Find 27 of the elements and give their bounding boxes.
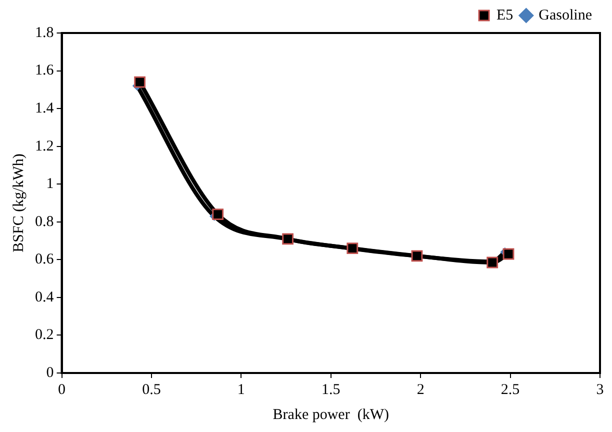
y-tick-label: 0.8 — [35, 214, 54, 230]
y-tick-label: 0.6 — [35, 252, 54, 268]
legend-label: Gasoline — [538, 7, 592, 24]
point — [346, 242, 358, 254]
y-tick-label: 1.4 — [35, 100, 54, 116]
point — [411, 250, 423, 262]
point — [134, 76, 146, 88]
y-tick-label: 1.6 — [35, 62, 54, 79]
y-tick-label: 1 — [46, 176, 54, 192]
x-tick-label: 0.5 — [142, 382, 161, 398]
y-axis-title: BSFC (kg/kWh) — [10, 154, 27, 252]
x-tick-label: 1 — [237, 382, 245, 398]
x-tick-label: 0 — [58, 382, 66, 398]
point — [212, 208, 224, 220]
x-tick-label: 1.5 — [322, 382, 340, 398]
x-tick-label: 2 — [416, 382, 424, 398]
point — [282, 233, 294, 245]
y-tick-label: 0.4 — [35, 289, 54, 306]
x-tick-label: 3 — [596, 382, 604, 398]
x-tick-label: 2.5 — [500, 382, 520, 398]
y-tick-label: 0.2 — [35, 327, 54, 344]
y-tick-label: 1.2 — [35, 138, 54, 154]
legend-label: E5 — [496, 7, 514, 24]
point — [502, 248, 514, 260]
y-tick-label: 0 — [46, 364, 54, 381]
y-tick-label: 1.8 — [35, 24, 54, 41]
x-axis-title: Brake power (kW) — [272, 406, 389, 423]
